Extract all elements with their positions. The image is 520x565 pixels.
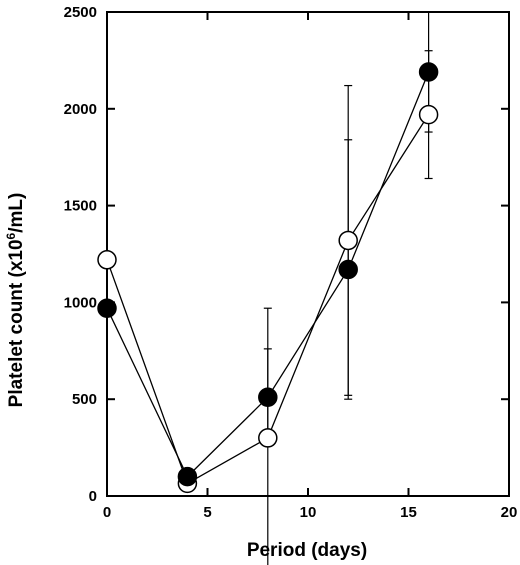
y-axis-label: Platelet count (x106/mL) <box>4 193 27 408</box>
open-circle-point <box>418 104 439 125</box>
axis-ticks <box>106 11 510 497</box>
filled-circle-point <box>177 466 198 487</box>
open-circle-point <box>97 250 117 270</box>
open-circle-point <box>258 428 278 448</box>
plot-frame <box>106 11 510 497</box>
filled-circle-point <box>418 62 439 82</box>
filled-circle-point <box>258 387 278 408</box>
y-tick-label: 2500 <box>64 4 97 21</box>
x-axis-label: Period (days) <box>247 540 367 561</box>
y-tick-label: 500 <box>72 391 97 408</box>
tick-labels: 0 5 10 15 20 0 500 1000 1500 2000 2500 <box>64 4 518 521</box>
plot-border <box>106 11 510 497</box>
series-layer <box>97 11 439 565</box>
y-tick-label: 1500 <box>64 198 97 215</box>
filled-circle-point <box>97 298 117 318</box>
x-tick-label: 15 <box>400 504 417 521</box>
y-axis-label-prefix: Platelet count (x10 <box>6 239 27 407</box>
y-tick-label: 0 <box>89 488 97 505</box>
y-tick-label: 2000 <box>64 101 97 118</box>
y-axis-label-suffix: /mL) <box>6 193 27 233</box>
x-tick-label: 5 <box>203 504 211 521</box>
x-tick-label: 0 <box>103 504 111 521</box>
x-tick-label: 20 <box>501 504 518 521</box>
open-circle-point <box>338 230 358 251</box>
filled-circle-point <box>338 259 358 280</box>
y-axis-label-exponent: 6 <box>4 232 18 239</box>
x-tick-label: 10 <box>300 504 317 521</box>
y-tick-label: 1000 <box>64 294 97 311</box>
